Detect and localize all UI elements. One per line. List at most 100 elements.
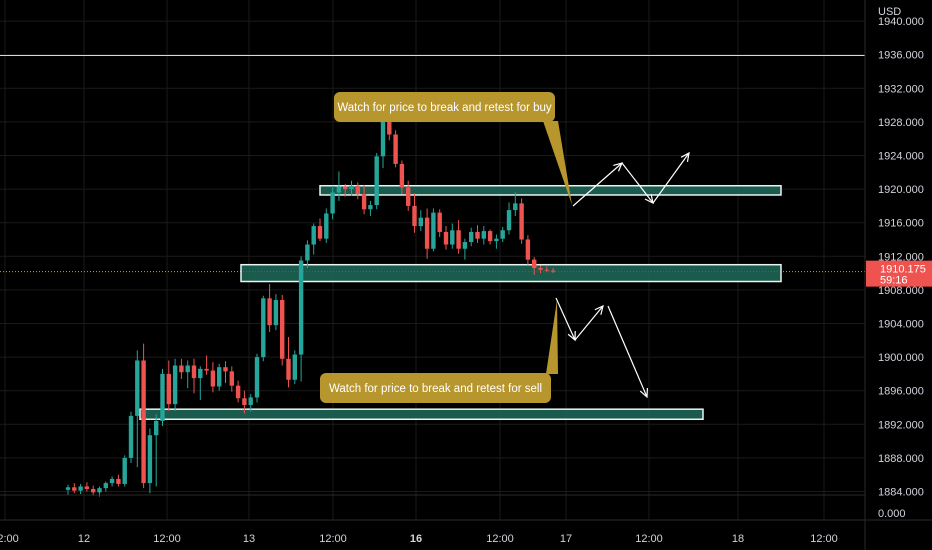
candle-body bbox=[317, 226, 323, 239]
candle-body bbox=[380, 115, 386, 157]
buy-arrow-up-2 bbox=[652, 152, 690, 204]
candle-body bbox=[109, 478, 115, 484]
zone-middle bbox=[240, 263, 782, 283]
buy-callout-text: Watch for price to break and retest for … bbox=[337, 102, 552, 114]
price-tag-countdown: 59:16 bbox=[880, 275, 908, 287]
sell-arrow-down-1 bbox=[555, 297, 576, 341]
candle-body bbox=[406, 187, 411, 206]
candle-body bbox=[261, 298, 266, 358]
candle-body bbox=[481, 231, 486, 239]
x-tick-label: 16 bbox=[410, 533, 422, 545]
candle-body bbox=[185, 365, 190, 373]
candle-body bbox=[387, 115, 392, 135]
candle-body bbox=[116, 478, 121, 484]
y-tick-label: 1908.000 bbox=[878, 285, 924, 297]
sell-arrow-down-2-head bbox=[639, 387, 649, 399]
candle-body bbox=[475, 231, 480, 239]
candle-body bbox=[532, 259, 537, 269]
x-tick-label: 13 bbox=[243, 533, 255, 545]
candle-body bbox=[437, 212, 442, 232]
price-tag bbox=[866, 260, 932, 287]
x-tick-label: 18 bbox=[732, 533, 744, 545]
buy-callout-box bbox=[334, 92, 555, 122]
candle-body bbox=[513, 203, 518, 211]
candle-body bbox=[160, 373, 165, 421]
grid bbox=[0, 0, 865, 520]
y-tick-label: 1924.000 bbox=[878, 151, 924, 163]
candle-body bbox=[343, 186, 348, 190]
y-tick-label: 1936.000 bbox=[878, 50, 924, 62]
candle-body bbox=[229, 371, 234, 386]
x-tick-label: 12:00 bbox=[635, 533, 663, 545]
candle-body bbox=[128, 415, 134, 458]
candle-body bbox=[494, 238, 499, 242]
candle-body bbox=[538, 268, 543, 270]
buy-arrow-up-2-head bbox=[680, 151, 690, 162]
x-tick-label: 12:00 bbox=[486, 533, 514, 545]
candle-body bbox=[305, 244, 310, 261]
candle-body bbox=[355, 185, 360, 195]
candle-body bbox=[242, 398, 247, 405]
y-tick-label: 1904.000 bbox=[878, 319, 924, 331]
candle-body bbox=[72, 487, 77, 491]
y-tick-label: 1920.000 bbox=[878, 184, 924, 196]
candle-body bbox=[324, 213, 329, 239]
candle-body bbox=[330, 192, 335, 214]
candle-body bbox=[424, 217, 430, 249]
candle-body bbox=[349, 185, 354, 190]
candle-body bbox=[286, 358, 291, 380]
candle-body bbox=[336, 186, 342, 193]
candle-body bbox=[443, 231, 449, 245]
candle-body bbox=[217, 367, 222, 387]
sell-callout-pointer bbox=[546, 300, 558, 374]
y-tick-label: 1884.000 bbox=[878, 487, 924, 499]
x-tick-label: 12:00 bbox=[153, 533, 181, 545]
candles bbox=[65, 108, 556, 497]
candle-body bbox=[91, 488, 96, 493]
candle-body bbox=[418, 217, 423, 227]
candle-body bbox=[191, 365, 197, 379]
candle-body bbox=[122, 457, 127, 484]
candle-body bbox=[487, 231, 493, 242]
candle-body bbox=[103, 483, 108, 489]
candle-body bbox=[267, 298, 272, 326]
candle-body bbox=[84, 486, 90, 489]
sell-arrow-retest bbox=[574, 305, 604, 341]
candle-body bbox=[166, 373, 171, 405]
candle-body bbox=[361, 194, 367, 210]
candle-body bbox=[399, 163, 405, 188]
x-tick-label: 12:00 bbox=[0, 533, 19, 545]
y-tick-label: 1900.000 bbox=[878, 352, 924, 364]
candle-body bbox=[374, 156, 379, 206]
candle-body bbox=[65, 487, 71, 490]
candle-body bbox=[469, 231, 474, 243]
y-tick-label: 1896.000 bbox=[878, 386, 924, 398]
candle-body bbox=[254, 357, 260, 398]
sell-callout-box bbox=[320, 373, 551, 403]
y-tick-label: 1888.000 bbox=[878, 453, 924, 465]
y-tick-label-zero: 0.000 bbox=[878, 508, 906, 520]
candle-body bbox=[204, 368, 209, 371]
candle-body bbox=[135, 360, 140, 416]
candle-body bbox=[280, 299, 285, 359]
sell-arrow-down-2 bbox=[607, 305, 648, 398]
buy-arrow-retest bbox=[621, 162, 654, 204]
y-tick-label: 1928.000 bbox=[878, 117, 924, 129]
candle-body bbox=[248, 397, 253, 405]
sell-callout-text: Watch for price to break and retest for … bbox=[329, 383, 542, 395]
zone-lower bbox=[139, 408, 704, 421]
y-tick-label: 1932.000 bbox=[878, 83, 924, 95]
candle-body bbox=[450, 230, 455, 245]
candle-body bbox=[154, 420, 159, 436]
candle-body bbox=[147, 435, 153, 484]
candle-body bbox=[519, 203, 524, 240]
candle-body bbox=[78, 486, 83, 491]
candle-body bbox=[179, 365, 184, 373]
candle-body bbox=[412, 205, 417, 227]
zone-upper bbox=[319, 184, 782, 196]
projection-arrows bbox=[555, 151, 690, 399]
candle-body bbox=[500, 230, 505, 239]
candle-body bbox=[235, 385, 241, 399]
